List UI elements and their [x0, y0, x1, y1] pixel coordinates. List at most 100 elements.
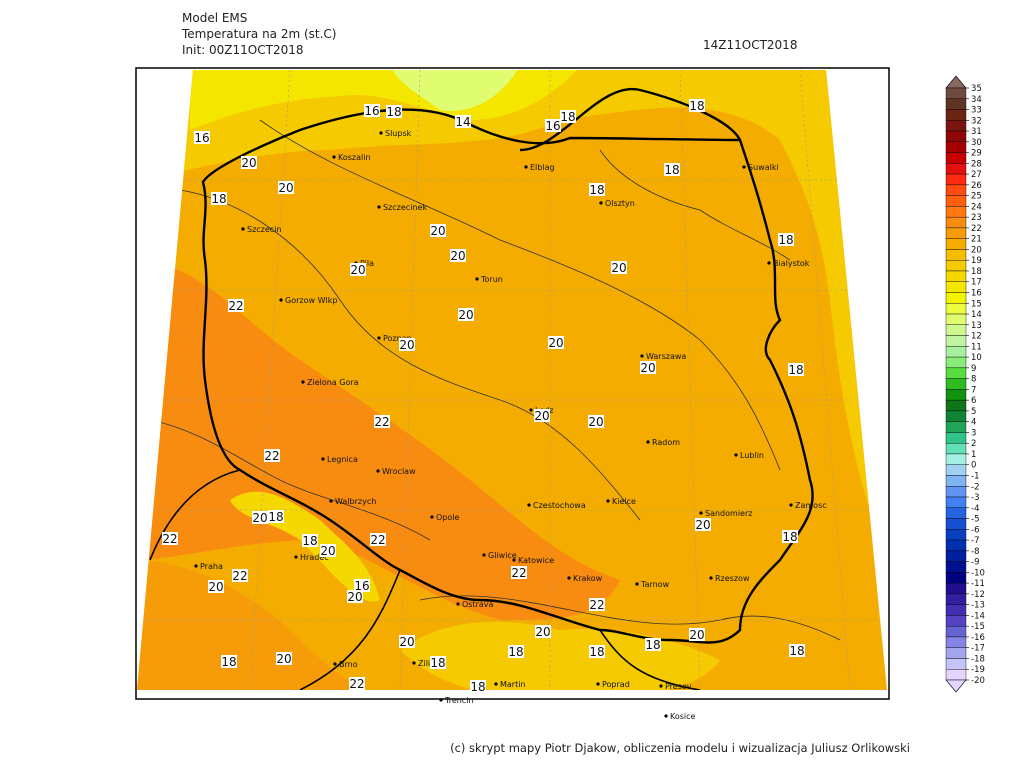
city-label: Lublin [740, 451, 764, 460]
contour-label: 20 [458, 308, 473, 322]
contour-label: 20 [276, 652, 291, 666]
colorbar-swatch [945, 636, 967, 648]
city-label: Suwalki [748, 163, 779, 172]
contour-label-box [782, 530, 798, 543]
colorbar-label: 1 [971, 450, 976, 460]
colorbar-label: 18 [971, 267, 982, 277]
contour-label-box [548, 336, 564, 349]
contour-label: 20 [399, 338, 414, 352]
colorbar-label: -2 [971, 482, 979, 492]
colorbar-swatch [945, 227, 967, 239]
city-dot [376, 469, 380, 473]
colorbar-label: -13 [971, 601, 985, 611]
contour-label: 20 [588, 415, 603, 429]
colorbar-label: -18 [971, 654, 985, 664]
colorbar-label: -1 [971, 471, 979, 481]
colorbar-label: 33 [971, 106, 982, 116]
contour-label-box [354, 579, 370, 592]
city-label: Olsztyn [605, 199, 635, 208]
colorbar-cap [945, 679, 967, 693]
colorbar-swatch [945, 658, 967, 670]
contour-label: 16 [364, 104, 379, 118]
contour-label-box [374, 415, 390, 428]
city-dot [321, 457, 325, 461]
contour-label: 22 [349, 677, 364, 691]
colorbar-swatch [945, 260, 967, 272]
colorbar-label: 2 [971, 439, 976, 449]
colorbar-swatch [945, 486, 967, 498]
city-label: Czestochowa [533, 501, 586, 510]
contour-label: 22 [228, 299, 243, 313]
city-dot [301, 380, 305, 384]
contour-label: 18 [782, 530, 797, 544]
colorbar-swatch [945, 615, 967, 627]
graticule [140, 70, 880, 690]
contour-label-box [208, 580, 224, 593]
city-label: Katowice [518, 556, 554, 565]
colorbar-label: 11 [971, 342, 982, 352]
colorbar-swatch [945, 303, 967, 315]
contour-label-box [264, 449, 280, 462]
colorbar-label: -20 [971, 676, 985, 686]
colorbar-label: 23 [971, 213, 982, 223]
contour-label: 18 [268, 510, 283, 524]
contour-label-box [211, 192, 227, 205]
city-label: Pila [360, 259, 374, 268]
contour-label-box [589, 183, 605, 196]
contour-label: 20 [430, 224, 445, 238]
colorbar-swatch [945, 130, 967, 143]
colorbar-swatch [945, 356, 967, 369]
credits: (c) skrypt mapy Piotr Djakow, obliczenia… [450, 741, 910, 755]
contour-label: 14 [455, 115, 470, 129]
city-dot [333, 662, 337, 666]
colorbar-label: 26 [971, 181, 982, 191]
colorbar-swatch [945, 496, 967, 508]
city-dot [699, 511, 703, 515]
colorbar-label: 24 [971, 202, 982, 212]
contour-label: 18 [430, 656, 445, 670]
city-label: Brno [339, 660, 358, 669]
colorbar-swatch [945, 593, 967, 605]
colorbar-swatch [945, 507, 967, 519]
contour-label-box [278, 181, 294, 194]
colorbar-label: 14 [971, 310, 982, 320]
colorbar-swatch [945, 109, 967, 121]
contour-label: 16 [194, 131, 209, 145]
colorbar-swatch [945, 550, 967, 562]
contour-label-box [194, 131, 210, 144]
temperature-field [137, 70, 887, 690]
south-borders [149, 469, 701, 690]
colorbar-swatch [945, 141, 967, 153]
city-label: Trencin [444, 696, 474, 705]
city-dot [412, 661, 416, 665]
contour-label-box [370, 533, 386, 546]
colorbar-label: 19 [971, 256, 982, 266]
city-label: Szczecinek [383, 203, 427, 212]
city-label: Walbrzych [335, 497, 376, 506]
contour-label-box [589, 598, 605, 611]
colorbar-swatch [945, 195, 967, 207]
city-dot [742, 165, 746, 169]
contour-label: 18 [689, 99, 704, 113]
contour-label-box [455, 115, 471, 128]
city-label: Gliwice [488, 551, 517, 560]
contour-label: 22 [162, 532, 177, 546]
colorbar-swatch [945, 421, 967, 433]
city-label: Kosice [670, 712, 696, 721]
colorbar-swatch [945, 163, 967, 175]
colorbar-label: -11 [971, 579, 985, 589]
city-label: Torun [480, 275, 503, 284]
city-dot [279, 298, 283, 302]
city-dot [529, 408, 533, 412]
contour-label: 16 [354, 579, 369, 593]
contour-label-box [788, 363, 804, 376]
contour-label-box [560, 110, 576, 123]
colorbar-swatch [945, 453, 967, 465]
contour-label: 20 [548, 336, 563, 350]
colorbar-label: 17 [971, 278, 982, 288]
colorbar-label: -14 [971, 611, 985, 621]
colorbar-label: 27 [971, 170, 982, 180]
contour-label-box [450, 249, 466, 262]
contour-label-box [386, 105, 402, 118]
